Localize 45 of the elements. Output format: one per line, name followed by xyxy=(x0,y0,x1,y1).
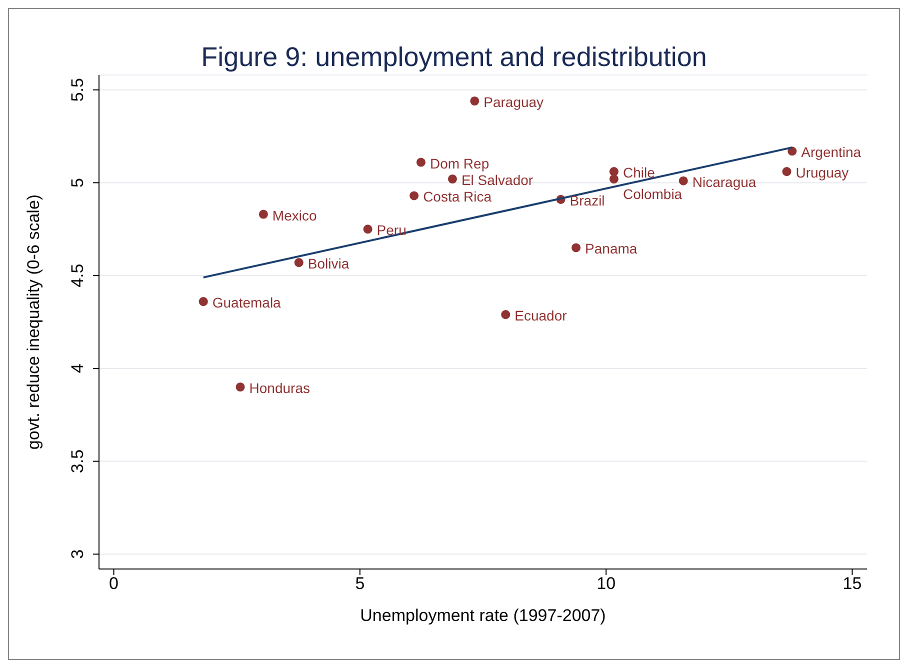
annotation: Argentina xyxy=(801,144,862,160)
annotation: Brazil xyxy=(570,192,605,208)
point xyxy=(198,297,208,306)
y-axis-title: govt. reduce inequality (0-6 scale) xyxy=(24,194,44,450)
annotation: Paraguay xyxy=(484,94,544,110)
chart-title: Figure 9: unemployment and redistribution xyxy=(200,42,708,73)
point xyxy=(363,224,372,234)
annotation: Ecuador xyxy=(514,308,568,324)
point xyxy=(501,310,510,320)
x-axis-title: Unemployment rate (1997-2007) xyxy=(360,606,606,625)
annotation: Mexico xyxy=(272,207,317,224)
point xyxy=(416,158,426,167)
annotation: Costa Rica xyxy=(423,188,492,205)
annotation: Guatemala xyxy=(212,294,282,311)
y-tick-label: 4 xyxy=(68,364,87,374)
point xyxy=(609,174,618,184)
annotation: Peru xyxy=(376,222,406,238)
point xyxy=(294,258,304,268)
annotation: Nicaragua xyxy=(692,174,756,190)
point xyxy=(236,382,245,392)
x-tick-label: 0 xyxy=(109,574,119,594)
point xyxy=(678,176,688,186)
point xyxy=(258,210,268,219)
annotation: Uruguay xyxy=(796,164,849,181)
annotation: Honduras xyxy=(249,380,310,396)
point xyxy=(470,96,480,106)
y-tick-label: 3 xyxy=(68,549,87,559)
y-tick-label: 5.5 xyxy=(68,78,87,102)
annotation: Panama xyxy=(585,240,638,257)
point xyxy=(572,243,581,252)
point xyxy=(609,167,618,176)
x-tick-label: 15 xyxy=(842,574,862,594)
annotation: Chile xyxy=(622,164,656,181)
x-tick-label: 5 xyxy=(355,574,365,594)
y-tick-label: 3.5 xyxy=(68,449,87,474)
annotation: El Salvador xyxy=(461,172,534,188)
x-tick-label: 10 xyxy=(596,574,616,594)
annotation: Bolivia xyxy=(308,256,350,272)
point xyxy=(782,167,792,176)
y-tick-label: 4.5 xyxy=(68,264,87,288)
annotation: Colombia xyxy=(622,186,682,202)
point xyxy=(448,174,457,184)
annotation: Dom Rep xyxy=(430,155,490,172)
point xyxy=(410,191,419,200)
y-tick-label: 5 xyxy=(68,178,87,188)
